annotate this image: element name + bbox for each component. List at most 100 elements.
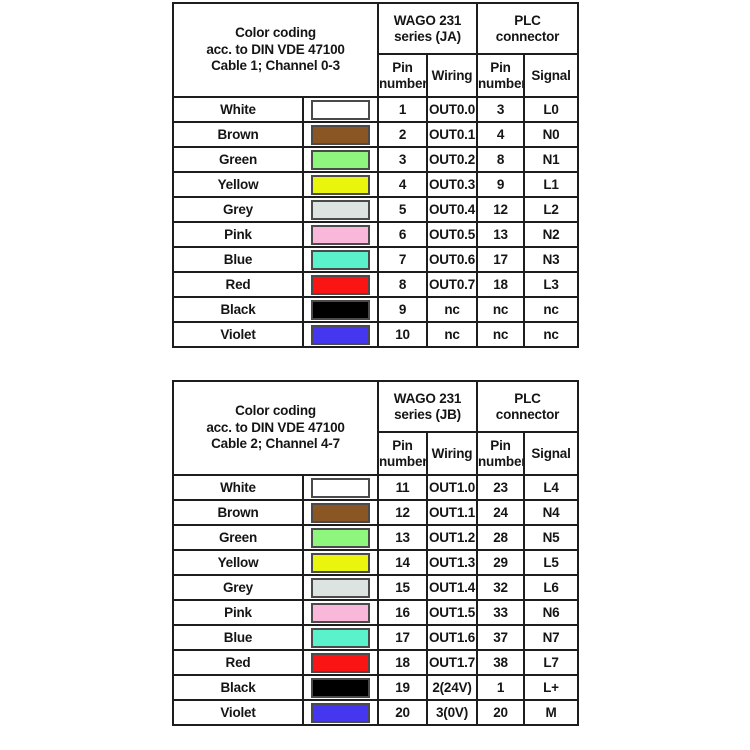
plc-pin-number: 23 [476, 474, 525, 501]
wire-color-swatch [311, 149, 370, 170]
title-line-3: Cable 1; Channel 0-3 [211, 58, 340, 74]
wago-pin-number: 14 [377, 549, 428, 576]
wiring-label: 3(0V) [426, 699, 478, 726]
wire-color-swatch [311, 224, 370, 245]
wire-color-swatch-cell [302, 121, 379, 148]
wire-color-swatch [311, 299, 370, 320]
wire-color-swatch [311, 652, 370, 673]
signal-label: L+ [523, 674, 579, 701]
wiring-header: Wiring [426, 431, 478, 476]
signal-label: L3 [523, 271, 579, 298]
wire-color-swatch-cell [302, 499, 379, 526]
wire-color-row: Yellow 14 OUT1.3 29 L5 [172, 549, 579, 576]
plc-pin-number: 28 [476, 524, 525, 551]
plc-pin-number: 24 [476, 499, 525, 526]
signal-label: N1 [523, 146, 579, 173]
wire-color-swatch-cell [302, 624, 379, 651]
wire-color-swatch-cell [302, 96, 379, 123]
wago-pin-number: 20 [377, 699, 428, 726]
plc-pin-number: 13 [476, 221, 525, 248]
wiring-label: OUT0.7 [426, 271, 478, 298]
table-title: Color coding acc. to DIN VDE 47100 Cable… [172, 2, 379, 98]
plc-pin-number: 3 [476, 96, 525, 123]
plc-header-line-2: connector [495, 406, 560, 422]
wago-header-line-2: series (JA) [394, 28, 461, 44]
wire-color-name: Brown [172, 121, 304, 148]
wiring-label: 2(24V) [426, 674, 478, 701]
plc-pin-number: 20 [476, 699, 525, 726]
wire-color-row: White 1 OUT0.0 3 L0 [172, 96, 579, 123]
plc-pin-number: nc [476, 296, 525, 323]
plc-group-header: PLC connector [476, 380, 579, 433]
wiring-label: OUT1.6 [426, 624, 478, 651]
wire-color-swatch-cell [302, 649, 379, 676]
table-body: White 1 OUT0.0 3 L0 Brown 2 OUT0.1 4 N0 … [172, 96, 579, 348]
plc-pin-number: 8 [476, 146, 525, 173]
title-line-1: Color coding [235, 25, 316, 41]
signal-label: N5 [523, 524, 579, 551]
wire-color-swatch [311, 677, 370, 698]
wiring-header: Wiring [426, 53, 478, 98]
wago-pin-number: 9 [377, 296, 428, 323]
signal-label: M [523, 699, 579, 726]
wiring-label: OUT0.2 [426, 146, 478, 173]
wago-pin-number: 3 [377, 146, 428, 173]
plc-pin-number: 17 [476, 246, 525, 273]
table-body: White 11 OUT1.0 23 L4 Brown 12 OUT1.1 24… [172, 474, 579, 726]
wiring-label: OUT0.0 [426, 96, 478, 123]
title-line-1: Color coding [235, 403, 316, 419]
wire-color-row: Brown 12 OUT1.1 24 N4 [172, 499, 579, 526]
plc-pin-number: 32 [476, 574, 525, 601]
plc-header-line-2: connector [495, 28, 560, 44]
pin-header-line-2: number [379, 75, 427, 91]
plc-pin-header-line-2: number [478, 453, 524, 469]
wire-color-swatch [311, 199, 370, 220]
plc-header-line-1: PLC [514, 12, 541, 28]
wire-color-name: Green [172, 146, 304, 173]
wire-color-swatch-cell [302, 474, 379, 501]
signal-label: N4 [523, 499, 579, 526]
wire-color-row: Pink 6 OUT0.5 13 N2 [172, 221, 579, 248]
wire-color-row: Green 13 OUT1.2 28 N5 [172, 524, 579, 551]
wire-color-row: Green 3 OUT0.2 8 N1 [172, 146, 579, 173]
wago-header-line-1: WAGO 231 [393, 12, 462, 28]
signal-label: L5 [523, 549, 579, 576]
plc-pin-number: 4 [476, 121, 525, 148]
wire-color-swatch [311, 477, 370, 498]
wire-color-swatch-cell [302, 574, 379, 601]
wire-color-swatch-cell [302, 524, 379, 551]
wiring-label: OUT1.1 [426, 499, 478, 526]
wire-color-swatch-cell [302, 171, 379, 198]
wiring-label: OUT0.4 [426, 196, 478, 223]
wago-pin-number: 10 [377, 321, 428, 348]
wire-color-name: Yellow [172, 549, 304, 576]
wire-color-swatch [311, 627, 370, 648]
plc-pin-number: 18 [476, 271, 525, 298]
wago-group-header: WAGO 231 series (JB) [377, 380, 478, 433]
wire-color-name: Violet [172, 321, 304, 348]
signal-label: L6 [523, 574, 579, 601]
pin-number-header: Pin number [377, 53, 428, 98]
wire-color-row: Black 9 nc nc nc [172, 296, 579, 323]
wire-color-name: Pink [172, 221, 304, 248]
title-line-2: acc. to DIN VDE 47100 [206, 419, 345, 435]
wire-color-swatch [311, 324, 370, 345]
pin-header-line-1: Pin [392, 437, 413, 453]
wago-pin-number: 7 [377, 246, 428, 273]
plc-group-header: PLC connector [476, 2, 579, 55]
wire-color-name: Black [172, 674, 304, 701]
wire-color-row: Red 18 OUT1.7 38 L7 [172, 649, 579, 676]
wire-color-row: Brown 2 OUT0.1 4 N0 [172, 121, 579, 148]
plc-pin-header-line-1: Pin [490, 59, 511, 75]
signal-label: N2 [523, 221, 579, 248]
wire-color-name: Blue [172, 624, 304, 651]
wire-color-swatch [311, 502, 370, 523]
plc-pin-number: 37 [476, 624, 525, 651]
signal-label: nc [523, 321, 579, 348]
wiring-label: OUT1.7 [426, 649, 478, 676]
signal-header: Signal [523, 431, 579, 476]
wire-color-name: Blue [172, 246, 304, 273]
plc-pin-number: 33 [476, 599, 525, 626]
signal-label: L2 [523, 196, 579, 223]
wago-pin-number: 17 [377, 624, 428, 651]
